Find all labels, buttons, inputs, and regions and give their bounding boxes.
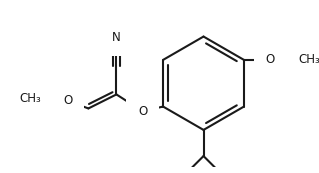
Text: CH₃: CH₃ xyxy=(19,92,41,105)
Text: O: O xyxy=(265,53,275,66)
Text: CH₃: CH₃ xyxy=(298,53,319,66)
Text: O: O xyxy=(63,94,72,107)
Text: O: O xyxy=(138,105,147,118)
Text: N: N xyxy=(112,31,121,44)
